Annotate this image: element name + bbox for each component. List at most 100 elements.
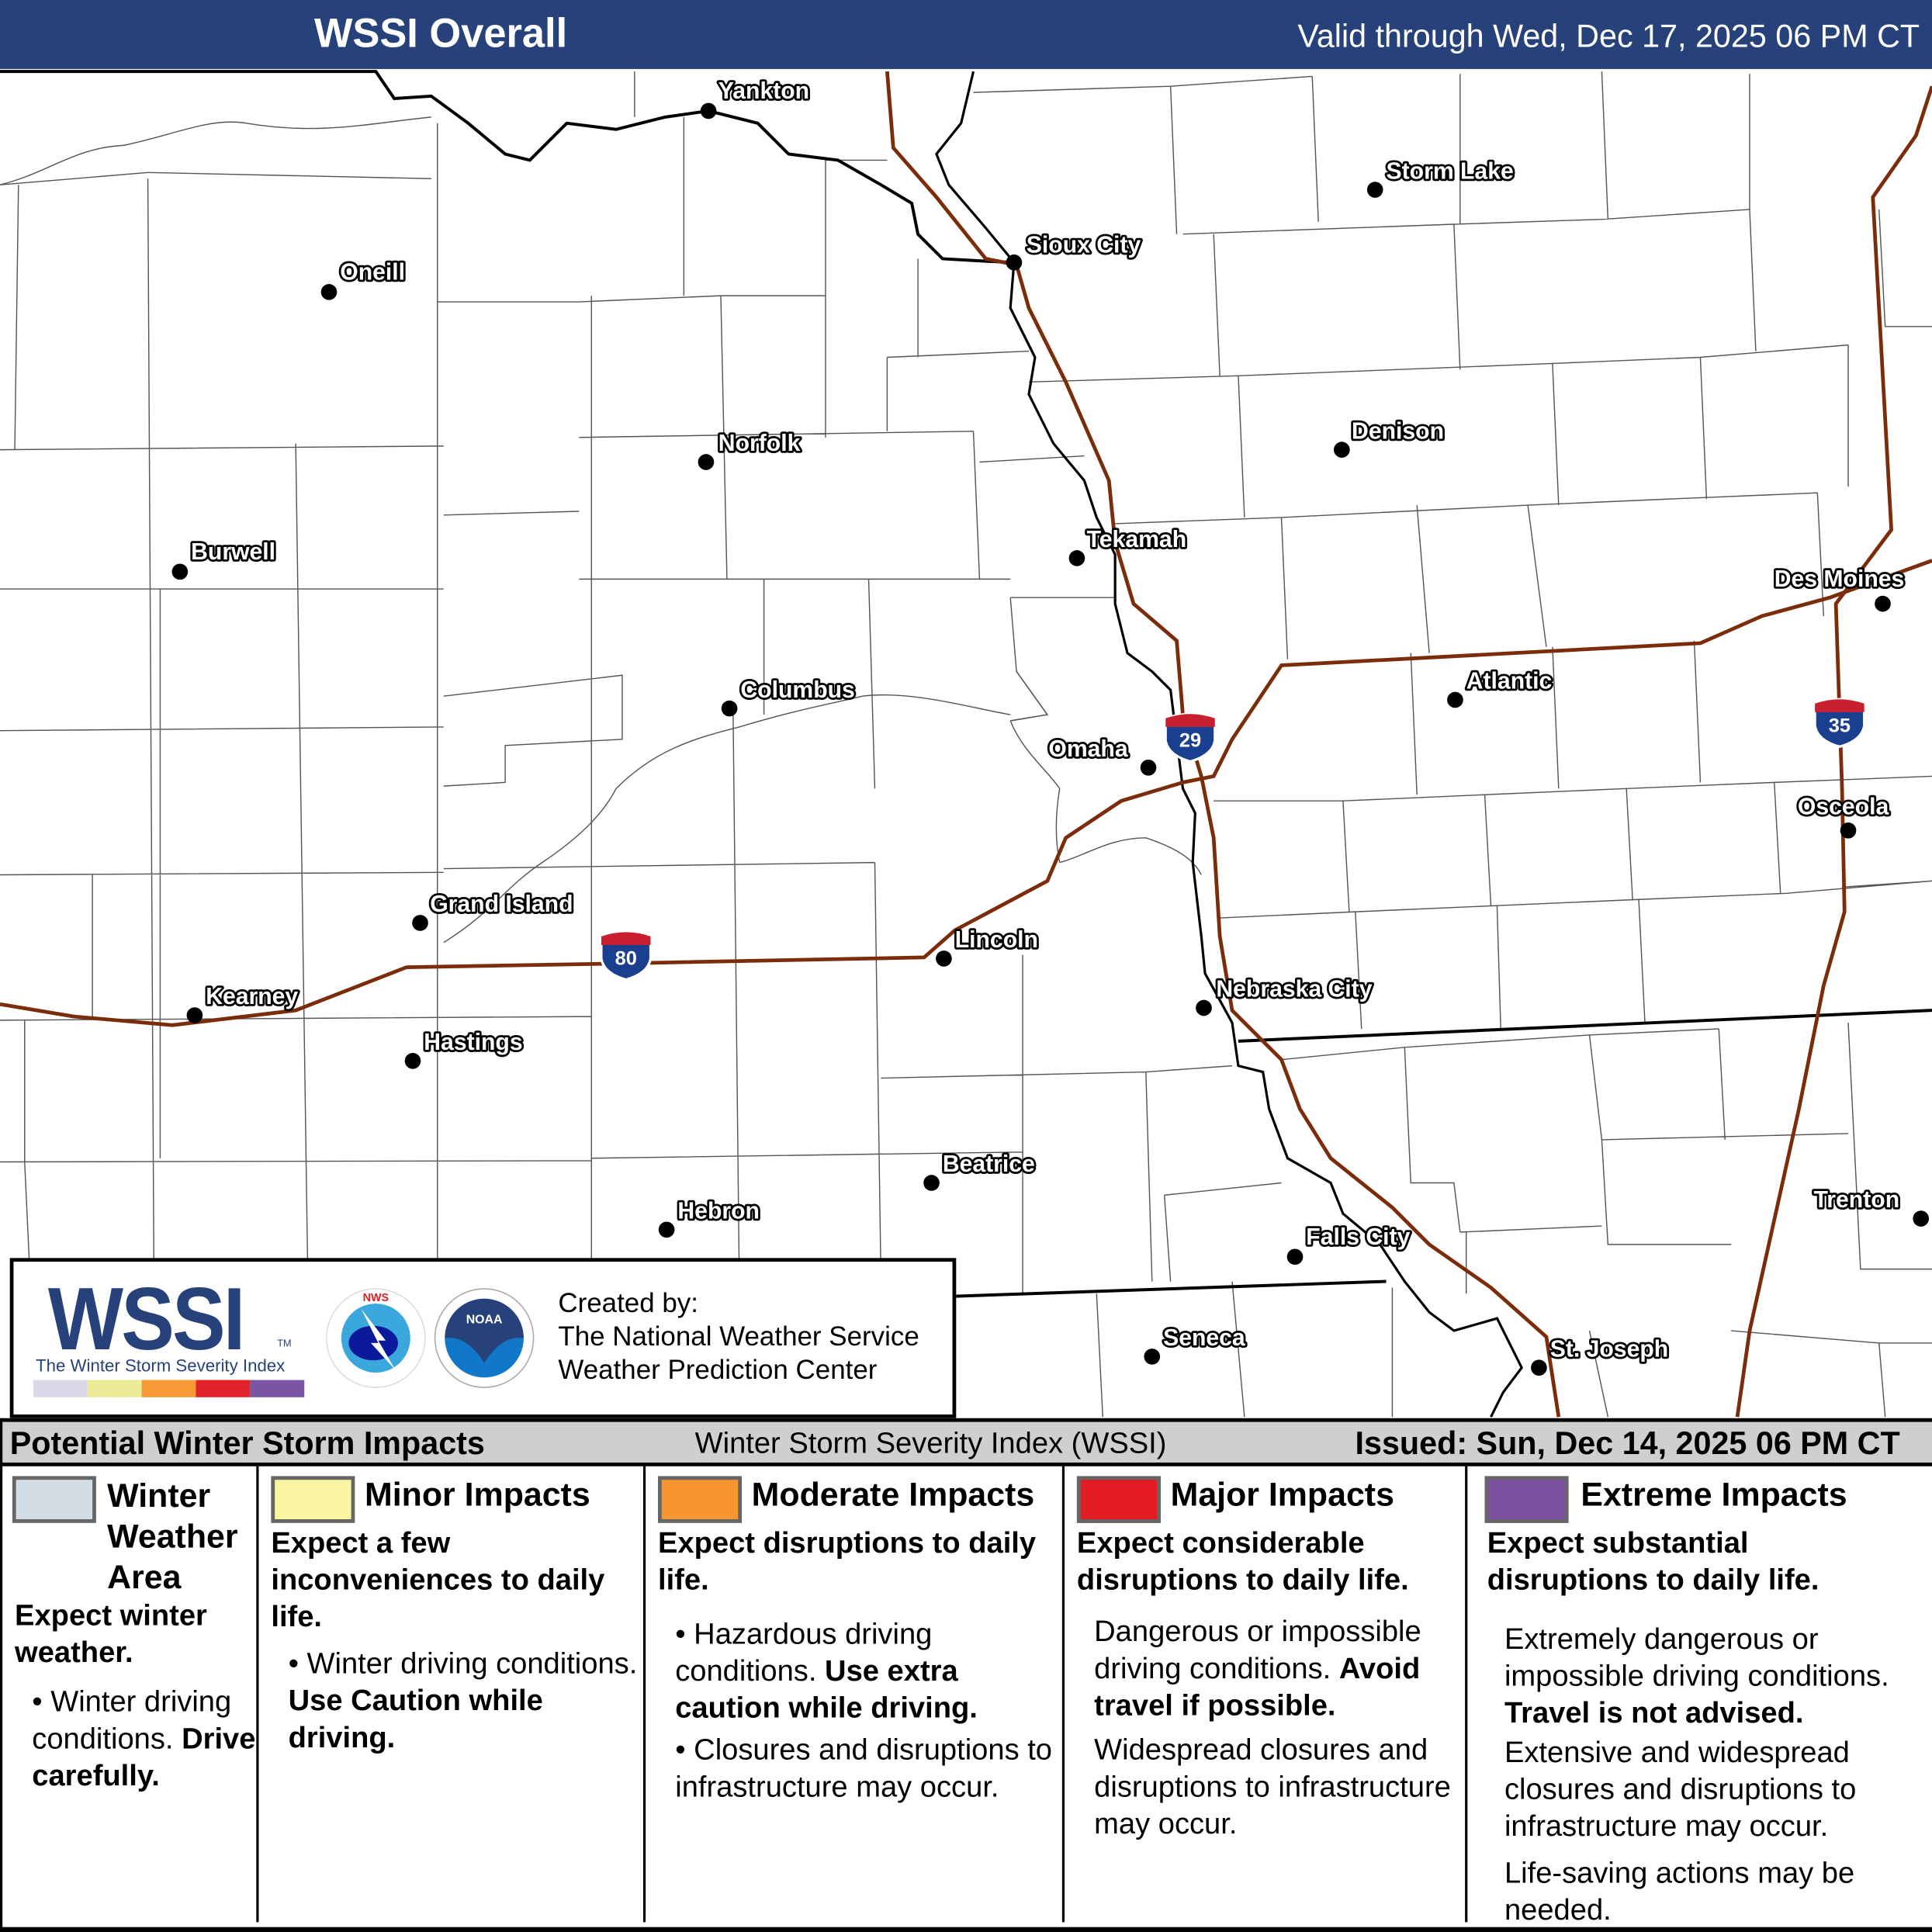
city-marker	[1913, 1210, 1930, 1227]
noaa-logo-icon: NOAA	[434, 1288, 535, 1388]
city-marker	[186, 1007, 203, 1023]
city-marker	[404, 1052, 421, 1069]
legend-detail-bold: Use extra caution while driving.	[675, 1654, 978, 1726]
city-marker	[320, 284, 338, 300]
legend-summary: Expect a few inconveniences to daily lif…	[271, 1526, 605, 1634]
credits: Created by: The National Weather Service…	[558, 1286, 919, 1387]
legend-major-impacts: Major Impacts Expect considerable disrup…	[1065, 1466, 1465, 1923]
city-label: Grand Island	[430, 892, 573, 917]
interstate-29-shield-icon: 29	[1164, 712, 1217, 763]
interstate-highways	[0, 71, 1932, 1418]
city-label: St. Joseph	[1550, 1336, 1669, 1362]
city-label: Yankton	[718, 78, 809, 104]
city-label: Kearney	[206, 984, 298, 1009]
city-marker	[923, 1175, 940, 1191]
legend-heading: Moderate Impacts	[751, 1476, 1035, 1514]
scale-swatch	[250, 1380, 305, 1397]
city-label: Trenton	[1814, 1187, 1900, 1213]
legend-extreme-impacts: Extreme Impacts Expect substantial disru…	[1467, 1466, 1932, 1927]
credit-wpc: Weather Prediction Center	[558, 1354, 878, 1385]
divider	[1465, 1466, 1468, 1923]
wssi-color-scale	[33, 1380, 305, 1397]
scale-swatch	[141, 1380, 196, 1397]
legend-detail: Dangerous or impossible driving conditio…	[1094, 1615, 1421, 1686]
city-label: Lincoln	[955, 927, 1038, 953]
city-label: Omaha	[1048, 736, 1127, 762]
legend-heading: Extreme Impacts	[1581, 1476, 1847, 1514]
city-label: Burwell	[191, 539, 275, 565]
legend-detail-bold: Use Caution while driving.	[288, 1684, 543, 1755]
legend-title: Potential Winter Storm Impacts	[9, 1424, 485, 1462]
city-marker	[1196, 999, 1212, 1016]
legend-summary: Expect considerable disruptions to daily…	[1076, 1526, 1409, 1598]
legend-detail: Widespread closures and disruptions to i…	[1094, 1733, 1451, 1841]
scale-swatch	[87, 1380, 142, 1397]
legend-detail-bold: Avoid travel if possible.	[1094, 1652, 1421, 1723]
city-label: Osceola	[1798, 795, 1889, 820]
nws-logo-icon: NWS	[326, 1288, 426, 1388]
city-label: Atlantic	[1466, 669, 1553, 694]
legend-summary: Expect winter weather.	[15, 1599, 207, 1670]
legend-minor-impacts: Minor Impacts Expect a few inconvenience…	[258, 1466, 642, 1923]
interstate-80-route	[0, 559, 1932, 1027]
city-marker	[658, 1221, 675, 1238]
wssi-subtitle: The Winter Storm Severity Index	[36, 1355, 286, 1376]
valid-through: Valid through Wed, Dec 17, 2025 06 PM CT	[1297, 17, 1920, 54]
legend-heading: Weather	[107, 1518, 238, 1556]
created-by: Created by:	[558, 1287, 698, 1319]
swatch-minor	[271, 1476, 355, 1523]
city-label: Falls City	[1306, 1224, 1410, 1250]
wssi-logo: WSSI	[47, 1270, 245, 1369]
interstate-80-shield-icon: 80	[600, 930, 653, 982]
legend-detail: Extremely dangerous or impossible drivin…	[1504, 1622, 1889, 1693]
cities: Yankton Storm Lake Sioux City Oneill Denison…	[171, 76, 1930, 1376]
city-marker	[1144, 1349, 1161, 1365]
city-label: Seneca	[1163, 1325, 1245, 1351]
impact-legend: Winter Weather Area Expect winter weathe…	[0, 1466, 1932, 1932]
city-label: Tekamah	[1087, 527, 1187, 552]
city-label: Columbus	[740, 677, 854, 703]
svg-text:35: 35	[1829, 715, 1851, 736]
city-marker	[1006, 254, 1023, 271]
state-borders	[0, 70, 1932, 1418]
divider	[256, 1466, 259, 1923]
page-title: WSSI Overall	[313, 9, 568, 56]
county-lines	[0, 71, 1932, 1418]
city-label: Oneill	[340, 259, 405, 285]
svg-text:29: 29	[1179, 729, 1201, 751]
city-label: Norfolk	[718, 431, 801, 456]
legend-detail: Life-saving actions may be needed.	[1504, 1857, 1855, 1927]
city-label: Denison	[1352, 418, 1444, 444]
legend-heading: Major Impacts	[1170, 1476, 1394, 1514]
divider	[1061, 1466, 1065, 1923]
legend-title-bar: Potential Winter Storm Impacts Winter St…	[0, 1418, 1932, 1466]
legend-moderate-impacts: Moderate Impacts Expect disruptions to d…	[657, 1476, 1053, 1804]
legend-heading: Minor Impacts	[365, 1476, 590, 1514]
city-marker	[1366, 182, 1383, 198]
city-label: Hastings	[424, 1030, 522, 1055]
legend-detail: Closures and disruptions to infrastructu…	[675, 1733, 1053, 1804]
city-marker	[698, 454, 715, 470]
bottom-border	[0, 1927, 1932, 1932]
city-marker	[1840, 822, 1857, 839]
city-marker	[171, 563, 189, 580]
legend-detail: Winter driving conditions.	[306, 1647, 638, 1681]
header: WSSI Overall Valid through Wed, Dec 17, …	[0, 0, 1932, 69]
legend-winter-weather-area: Winter Weather Area Expect winter weathe…	[2, 1466, 256, 1923]
city-marker	[1286, 1248, 1304, 1265]
city-label: Nebraska City	[1216, 977, 1372, 1002]
legend-summary: Expect disruptions to daily life.	[657, 1526, 1037, 1598]
interstate-35-shield-icon: 35	[1813, 698, 1866, 748]
legend-detail: Extensive and widespread closures and di…	[1504, 1736, 1857, 1844]
legend-detail: Hazardous driving conditions.	[675, 1618, 933, 1688]
svg-text:80: 80	[615, 947, 637, 969]
trademark: TM	[277, 1338, 292, 1349]
legend-detail: Winter driving conditions.	[32, 1685, 232, 1756]
interstate-35-route	[1735, 85, 1932, 1418]
city-marker	[1140, 760, 1157, 776]
interstate-shields: 80 29 35	[600, 698, 1866, 982]
noaa-text: NOAA	[466, 1314, 503, 1327]
city-label: Hebron	[677, 1199, 760, 1224]
legend-detail-bold: Travel is not advised.	[1504, 1696, 1804, 1730]
